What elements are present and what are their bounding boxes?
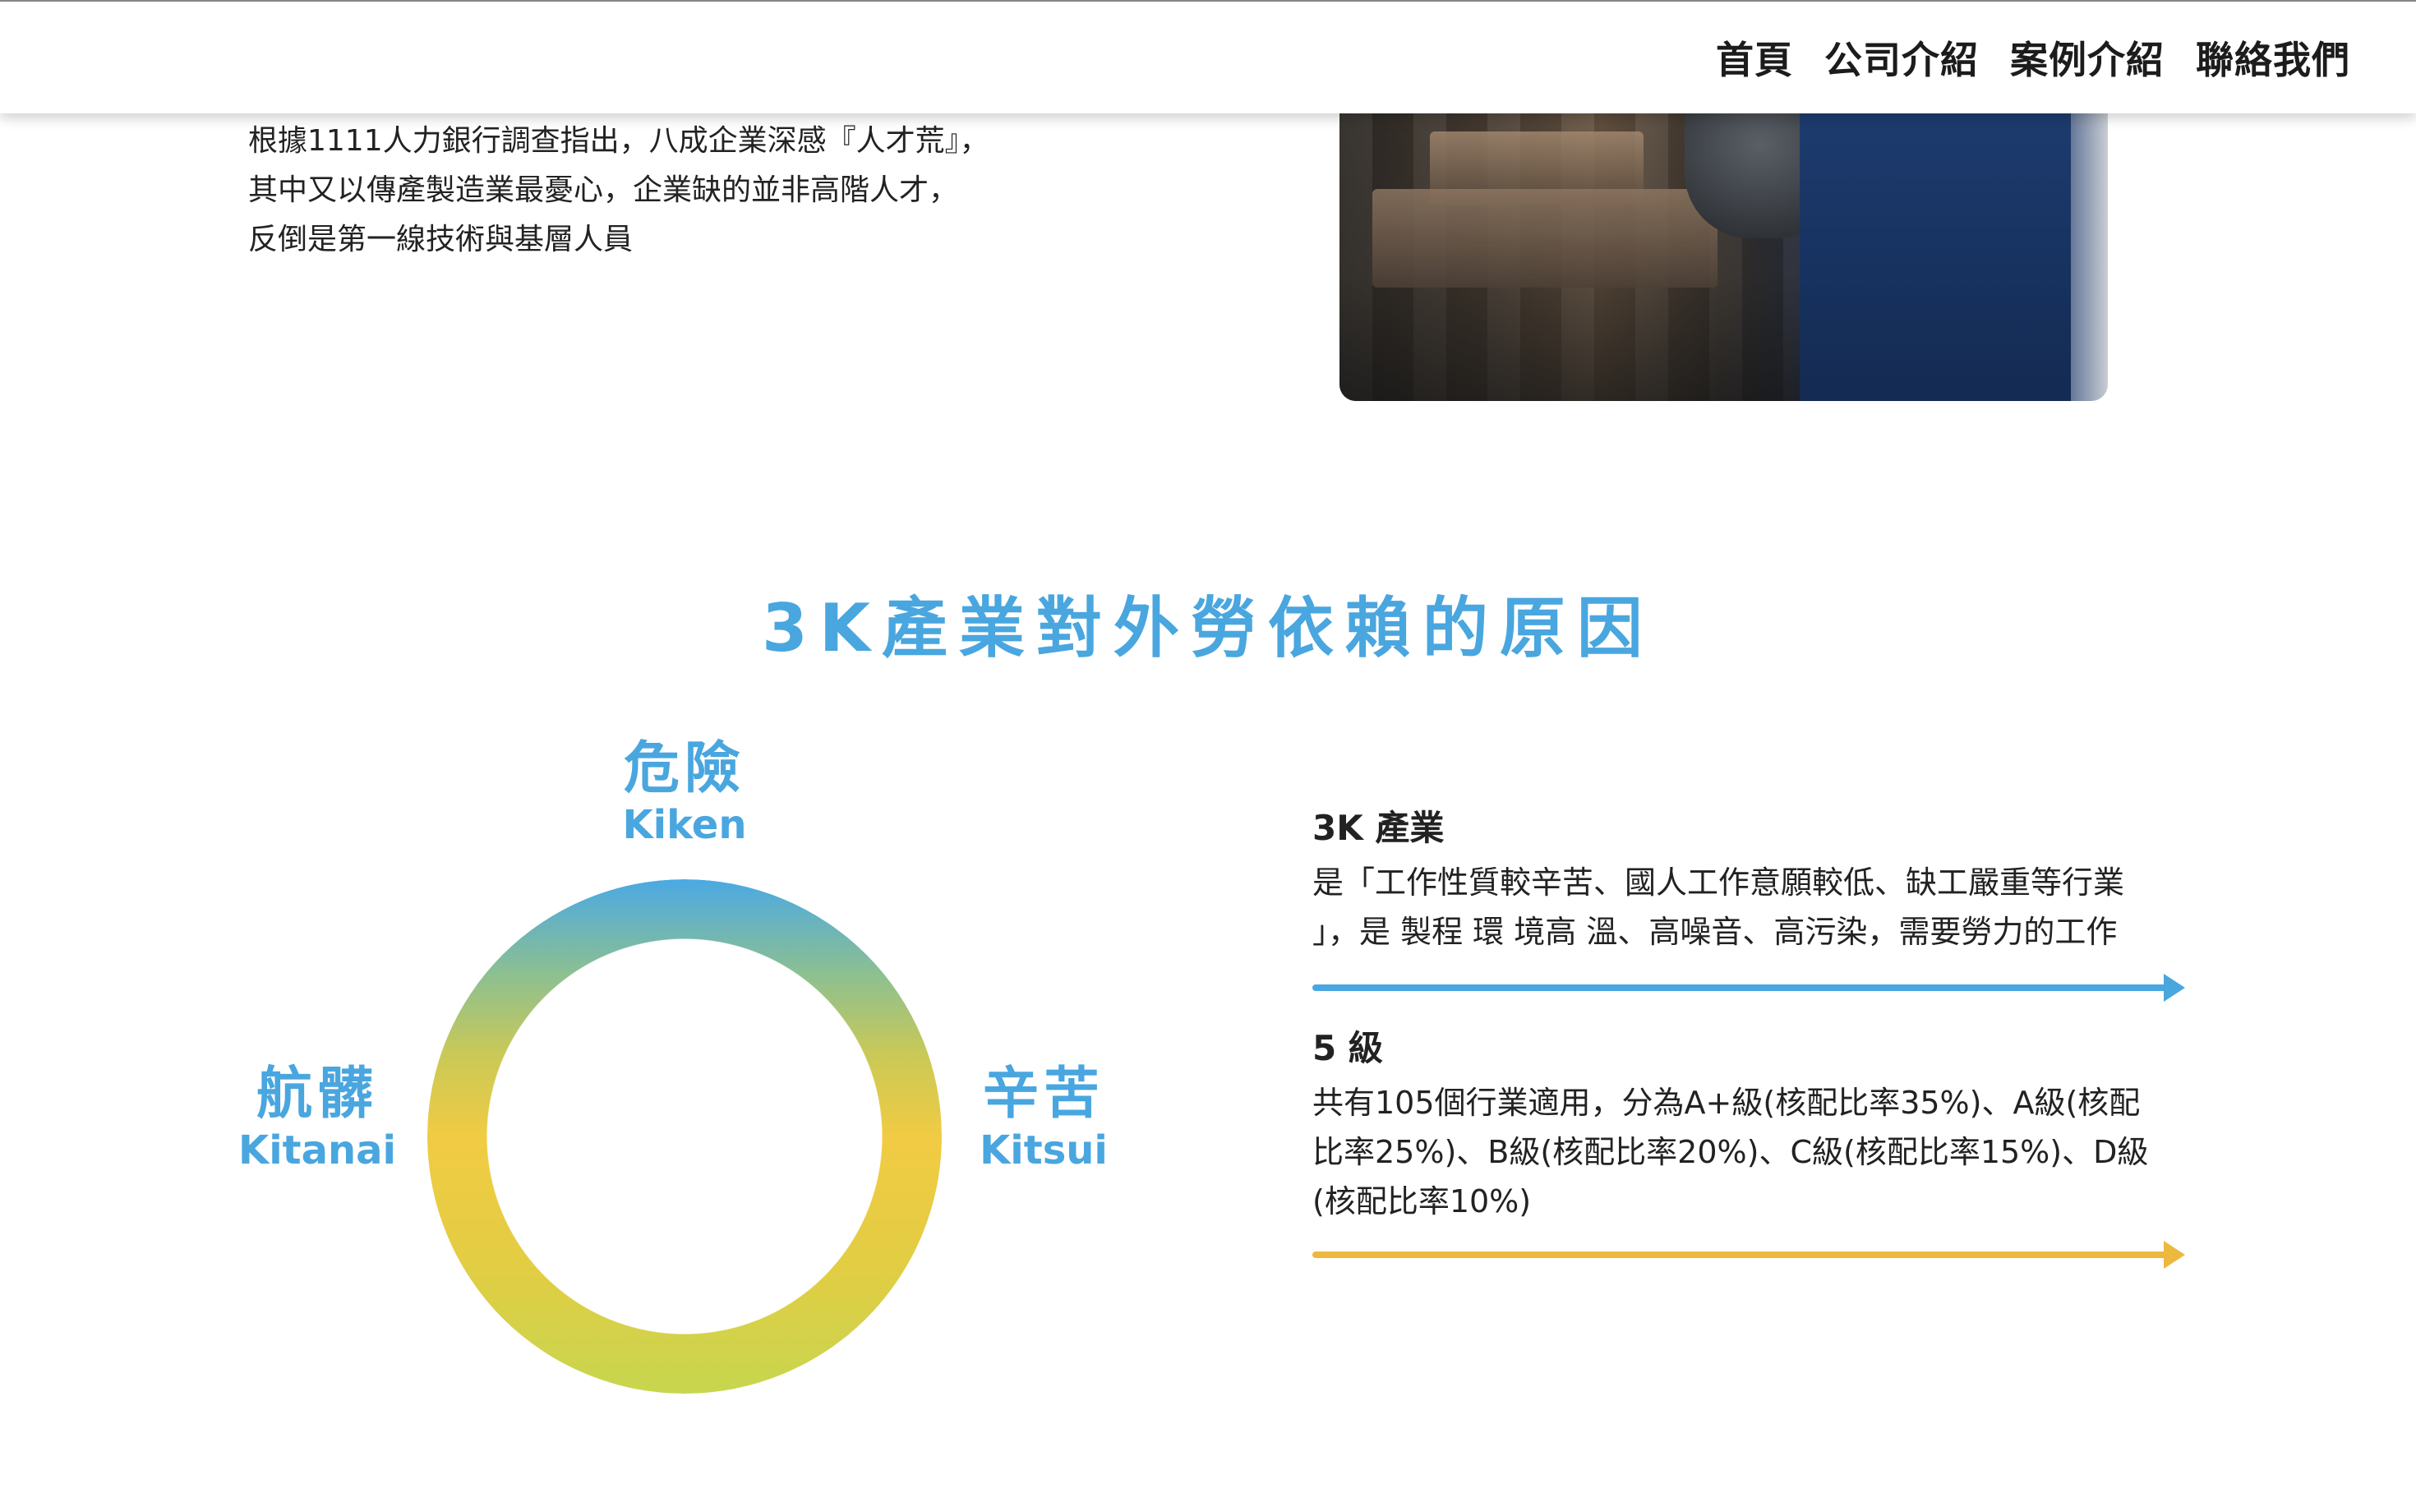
nav-about-link[interactable]: 公司介紹	[1824, 38, 1979, 82]
window-top-border	[0, 0, 2416, 2]
info-line: 」，是 製程 環 境高 溫、高噪音、高污染，需要勞力的工作	[1312, 914, 2118, 950]
section-title: 3K產業對外勞依賴的原因	[762, 590, 1654, 666]
3k-label-en: Kitsui	[980, 1127, 1108, 1173]
main-nav: 首頁 公司介紹 案例介紹 聯絡我們	[1685, 2, 2350, 113]
3k-label-kitanai: 航髒 Kitanai	[194, 1062, 440, 1173]
info-line: (核配比率10%)	[1312, 1183, 1532, 1219]
info-block-5-levels: 5 級 共有105個行業適用，分為A+級(核配比率35%)、A級(核配 比率25…	[1312, 1026, 2192, 1226]
arrow-right-icon	[2164, 974, 2185, 1002]
nav-home-link[interactable]: 首頁	[1716, 38, 1793, 82]
intro-paragraph: 根據1111人力銀行調查指出，八成企業深感『人才荒』， 其中又以傳產製造業最憂心…	[248, 117, 1070, 265]
info-line: 共有105個行業適用，分為A+級(核配比率35%)、A級(核配	[1312, 1085, 2141, 1121]
intro-line: 根據1111人力銀行調查指出，八成企業深感『人才荒』，	[248, 124, 989, 158]
3k-label-zh: 危險	[623, 736, 745, 801]
3k-label-en: Kiken	[622, 802, 747, 848]
3k-label-zh: 辛苦	[982, 1062, 1104, 1127]
info-line: 比率25%)、B級(核配比率20%)、C級(核配比率15%)、D級	[1312, 1134, 2149, 1170]
photo-machinery-base	[1372, 189, 1717, 288]
arrow-line	[1312, 1252, 2167, 1258]
arrow-line	[1312, 984, 2167, 991]
intro-line: 其中又以傳產製造業最憂心，企業缺的並非高階人才，	[248, 173, 959, 207]
3k-label-zh: 航髒	[256, 1062, 378, 1127]
info-body: 是「工作性質較辛苦、國人工作意願較低、缺工嚴重等行業 」，是 製程 環 境高 溫…	[1312, 858, 2192, 957]
3k-label-en: Kitanai	[238, 1127, 396, 1173]
3k-ring-diagram	[427, 879, 942, 1394]
blue-arrow-divider	[1312, 974, 2185, 1002]
info-title: 3K 產業	[1312, 808, 1445, 848]
intro-line: 反倒是第一線技術與基層人員	[248, 223, 634, 256]
3k-label-kiken: 危險 Kiken	[561, 736, 808, 848]
site-header: 首頁 公司介紹 案例介紹 聯絡我們	[0, 2, 2416, 113]
yellow-arrow-divider	[1312, 1241, 2185, 1269]
nav-cases-link[interactable]: 案例介紹	[2010, 38, 2165, 82]
arrow-right-icon	[2164, 1241, 2185, 1269]
factory-worker-photo	[1339, 82, 2108, 401]
nav-contact-link[interactable]: 聯絡我們	[2196, 38, 2350, 82]
info-line: 是「工作性質較辛苦、國人工作意願較低、缺工嚴重等行業	[1312, 864, 2125, 901]
info-block-3k-industry: 3K 產業 是「工作性質較辛苦、國人工作意願較低、缺工嚴重等行業 」，是 製程 …	[1312, 805, 2192, 957]
3k-label-kitsui: 辛苦 Kitsui	[920, 1062, 1167, 1173]
info-body: 共有105個行業適用，分為A+級(核配比率35%)、A級(核配 比率25%)、B…	[1312, 1078, 2192, 1226]
info-title: 5 級	[1312, 1028, 1383, 1068]
photo-worker-sleeve	[1800, 82, 2071, 401]
